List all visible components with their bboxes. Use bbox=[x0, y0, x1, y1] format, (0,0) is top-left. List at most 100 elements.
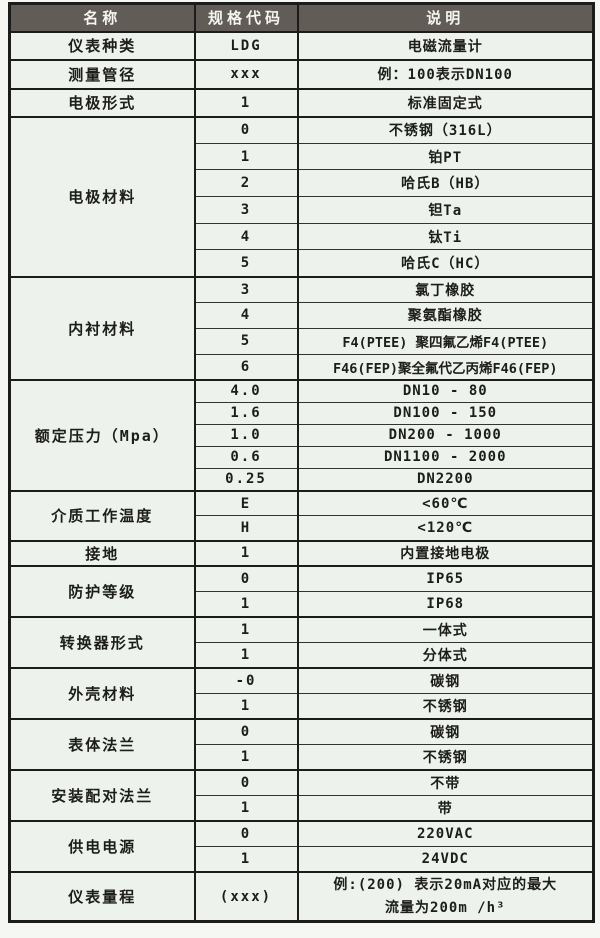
spec-code-cell: (xxx) bbox=[193, 870, 299, 922]
table-row: 5 哈氏C（HC） bbox=[10, 249, 595, 277]
spec-description-cell: 一体式 bbox=[296, 615, 595, 643]
spec-description-cell: IP65 bbox=[296, 564, 595, 592]
table-row: 0.6 DN1100 - 2000 bbox=[10, 445, 595, 469]
spec-description-cell: 分体式 bbox=[296, 641, 595, 668]
spec-code-cell: 4.0 bbox=[193, 378, 299, 402]
table-row: 外壳材料 -0 碳钢 bbox=[8, 666, 595, 719]
spec-description-cell: 哈氏B（HB） bbox=[296, 169, 595, 197]
header-row: 名称 规格代码 说明 bbox=[8, 2, 595, 33]
spec-code-cell: 1 bbox=[193, 142, 299, 170]
spec-name-cell: 测量管径 bbox=[8, 58, 196, 89]
spec-description-line: 例:(200) 表示20mA对应的最大 bbox=[333, 877, 558, 894]
spec-name-cell: 防护等级 bbox=[8, 564, 196, 617]
spec-name-cell: 介质工作温度 bbox=[8, 489, 196, 541]
column-header-code: 规格代码 bbox=[193, 2, 299, 33]
spec-description-cell: 不锈钢 bbox=[296, 743, 595, 770]
spec-code-cell: 5 bbox=[193, 249, 299, 277]
table-row: 表体法兰 0 碳钢 bbox=[8, 717, 595, 770]
spec-description-cell: 内置接地电极 bbox=[296, 539, 595, 566]
spec-description-cell: 不带 bbox=[296, 768, 595, 796]
spec-description-cell: DN2200 bbox=[296, 468, 595, 491]
spec-name-cell: 额定压力（Mpa） bbox=[8, 378, 196, 491]
table-row: 内衬材料 3 氯丁橡胶 bbox=[8, 275, 595, 380]
spec-description-cell: DN100 - 150 bbox=[296, 401, 595, 425]
spec-description-cell: 带 bbox=[296, 794, 595, 821]
spec-description-cell: IP68 bbox=[296, 590, 595, 617]
spec-description-cell: DN200 - 1000 bbox=[296, 423, 595, 447]
spec-description-cell: 24VDC bbox=[296, 845, 595, 872]
spec-description-cell: F4(PTEE) 聚四氟乙烯F4(PTEE) bbox=[296, 327, 595, 355]
spec-description-cell: 标准固定式 bbox=[296, 87, 595, 117]
spec-code-cell: 4 bbox=[193, 301, 299, 329]
table-row: 6 F46(FEP)聚全氟代乙丙烯F46(FEP) bbox=[10, 353, 595, 380]
table-row: 测量管径 xxx 例：100表示DN100 bbox=[8, 58, 595, 89]
spec-name-cell: 电极材料 bbox=[8, 115, 196, 277]
table-row: 电极材料 0 不锈钢（316L） bbox=[8, 115, 595, 277]
spec-code-cell: -0 bbox=[193, 666, 299, 694]
spec-code-cell: 4 bbox=[193, 222, 299, 250]
table-row: 仪表种类 LDG 电磁流量计 bbox=[8, 30, 595, 60]
spec-code-cell: 6 bbox=[193, 353, 299, 380]
table-row: 2 哈氏B（HB） bbox=[10, 169, 595, 197]
table-row: 4 聚氨酯橡胶 bbox=[10, 301, 595, 329]
spec-description-cell: 碳钢 bbox=[296, 666, 595, 694]
spec-code-cell: 0 bbox=[193, 115, 299, 144]
spec-description-cell: DN1100 - 2000 bbox=[296, 445, 595, 469]
spec-code-cell: H bbox=[193, 515, 299, 541]
flowmeter-selection-table: 名称 规格代码 说明 仪表种类 LDG 电磁流量计 测量管径 xxx 例：100表示DN1… bbox=[8, 2, 595, 924]
spec-code-cell: 5 bbox=[193, 327, 299, 355]
table-row: 5 F4(PTEE) 聚四氟乙烯F4(PTEE) bbox=[10, 327, 595, 355]
spec-code-cell: 3 bbox=[193, 196, 299, 224]
spec-description-cell: F46(FEP)聚全氟代乙丙烯F46(FEP) bbox=[296, 353, 595, 380]
column-header-description: 说明 bbox=[296, 2, 595, 33]
column-header-name: 名称 bbox=[8, 2, 196, 33]
spec-description-cell: 氯丁橡胶 bbox=[296, 275, 595, 303]
table-row: 转换器形式 1 一体式 bbox=[8, 615, 595, 668]
spec-description-cell: 聚氨酯橡胶 bbox=[296, 301, 595, 329]
spec-code-cell: 1 bbox=[193, 743, 299, 770]
spec-code-cell: 1 bbox=[193, 539, 299, 566]
spec-code-cell: 0 bbox=[193, 768, 299, 796]
spec-description-cell: 不锈钢 bbox=[296, 692, 595, 719]
table-row: 1 铂PT bbox=[10, 142, 595, 170]
spec-code-cell: 1 bbox=[193, 590, 299, 617]
table-row: 4 钛Ti bbox=[10, 222, 595, 250]
table-row: 介质工作温度 E <60℃ bbox=[8, 489, 595, 541]
spec-code-cell: 0.6 bbox=[193, 445, 299, 469]
spec-code-cell: 1 bbox=[193, 692, 299, 719]
spec-name-cell: 仪表种类 bbox=[8, 30, 196, 60]
spec-code-cell: xxx bbox=[193, 58, 299, 89]
table-row: 供电电源 0 220VAC bbox=[8, 819, 595, 872]
spec-description-cell: 钽Ta bbox=[296, 196, 595, 224]
spec-description-cell: 哈氏C（HC） bbox=[296, 249, 595, 277]
spec-description-cell: 不锈钢（316L） bbox=[296, 115, 595, 144]
spec-description-cell: 电磁流量计 bbox=[296, 30, 595, 60]
spec-code-cell: 0 bbox=[193, 819, 299, 847]
spec-code-cell: 3 bbox=[193, 275, 299, 303]
spec-name-cell: 转换器形式 bbox=[8, 615, 196, 668]
table-row: 3 钽Ta bbox=[10, 196, 595, 224]
table-row: H <120℃ bbox=[10, 515, 595, 541]
table-row: 0.25 DN2200 bbox=[10, 468, 595, 491]
spec-code-cell: 2 bbox=[193, 169, 299, 197]
spec-code-cell: 0 bbox=[193, 717, 299, 745]
spec-code-cell: 1.6 bbox=[193, 401, 299, 425]
spec-code-cell: 0 bbox=[193, 564, 299, 592]
table-row: 1 分体式 bbox=[10, 641, 595, 668]
spec-name-cell: 内衬材料 bbox=[8, 275, 196, 380]
spec-name-cell: 表体法兰 bbox=[8, 717, 196, 770]
table-row: 仪表量程 (xxx) 例:(200) 表示20mA对应的最大 流量为200m /h³ bbox=[8, 870, 595, 922]
spec-code-cell: LDG bbox=[193, 30, 299, 60]
spec-code-cell: 1 bbox=[193, 641, 299, 668]
table-row: 电极形式 1 标准固定式 bbox=[8, 87, 595, 117]
spec-code-cell: E bbox=[193, 489, 299, 516]
spec-description-cell: <120℃ bbox=[296, 515, 595, 541]
table-row: 1 不锈钢 bbox=[10, 692, 595, 719]
spec-description-cell: 碳钢 bbox=[296, 717, 595, 745]
spec-code-cell: 0.25 bbox=[193, 468, 299, 491]
spec-code-cell: 1 bbox=[193, 794, 299, 821]
table-row: 1 不锈钢 bbox=[10, 743, 595, 770]
spec-name-cell: 安装配对法兰 bbox=[8, 768, 196, 821]
table-row: 1 24VDC bbox=[10, 845, 595, 872]
